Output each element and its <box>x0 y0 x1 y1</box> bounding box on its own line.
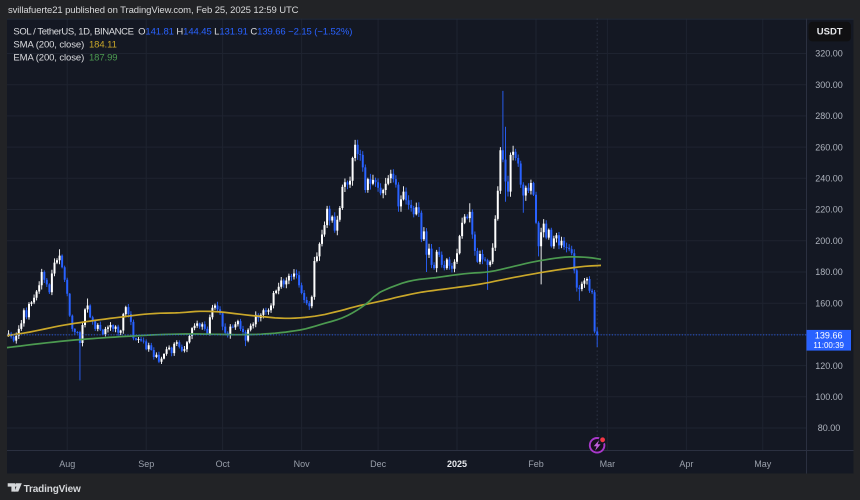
svg-text:SMA (200, close): SMA (200, close) <box>13 39 84 50</box>
svg-text:300.00: 300.00 <box>815 80 843 90</box>
svg-text:Oct: Oct <box>216 459 231 469</box>
svg-text:260.00: 260.00 <box>815 142 843 152</box>
svg-text:180.00: 180.00 <box>815 267 843 277</box>
svg-text:160.00: 160.00 <box>815 298 843 308</box>
svg-text:11:00:39: 11:00:39 <box>813 341 844 350</box>
svg-text:100.00: 100.00 <box>815 392 843 402</box>
svg-text:Apr: Apr <box>679 459 693 469</box>
svg-text:Nov: Nov <box>294 459 311 469</box>
svg-text:Feb: Feb <box>528 459 544 469</box>
svg-text:Mar: Mar <box>600 459 616 469</box>
svg-text:80.00: 80.00 <box>818 423 841 433</box>
svg-text:139.66: 139.66 <box>815 331 843 341</box>
svg-text:2025: 2025 <box>447 459 467 469</box>
svg-text:TradingView: TradingView <box>24 484 81 495</box>
svg-text:O141.81 H144.45 L131.91 C139.6: O141.81 H144.45 L131.91 C139.66 −2.15 (−… <box>138 26 352 37</box>
svg-text:May: May <box>754 459 772 469</box>
svg-text:184.11: 184.11 <box>89 39 117 50</box>
svg-text:USDT: USDT <box>817 27 843 38</box>
svg-text:Sep: Sep <box>138 459 154 469</box>
svg-text:Dec: Dec <box>370 459 387 469</box>
svg-text:SOL / TetherUS, 1D, BINANCE: SOL / TetherUS, 1D, BINANCE <box>13 26 133 37</box>
svg-text:120.00: 120.00 <box>815 361 843 371</box>
svg-text:320.00: 320.00 <box>815 49 843 59</box>
svg-text:240.00: 240.00 <box>815 174 843 184</box>
svg-text:EMA (200, close): EMA (200, close) <box>13 53 84 64</box>
svg-text:Aug: Aug <box>59 459 75 469</box>
svg-text:220.00: 220.00 <box>815 205 843 215</box>
svg-text:svillafuerte21 published on Tr: svillafuerte21 published on TradingView.… <box>8 5 299 16</box>
svg-text:200.00: 200.00 <box>815 236 843 246</box>
svg-text:280.00: 280.00 <box>815 111 843 121</box>
svg-text:187.99: 187.99 <box>89 53 117 64</box>
